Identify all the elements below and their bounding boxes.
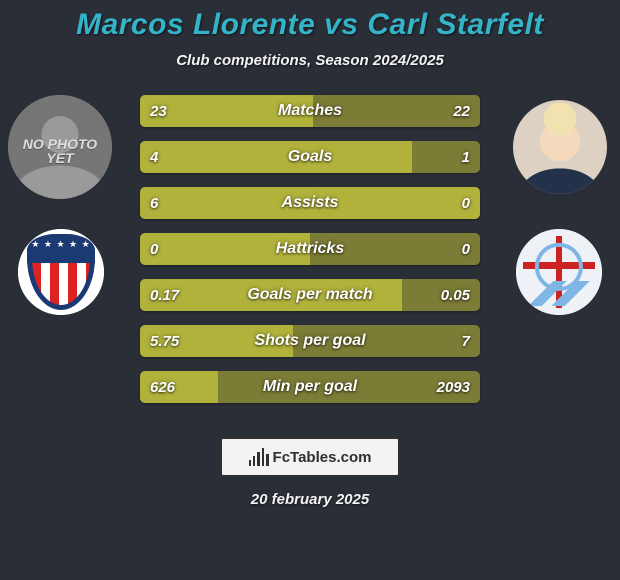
celta-crest (516, 229, 602, 315)
stat-row: 0.170.05Goals per match (140, 279, 480, 311)
no-photo-placeholder: NO PHOTO YET (8, 95, 112, 199)
brand-bar (257, 452, 259, 466)
stat-fill-right (402, 279, 480, 311)
brand-badge: FcTables.com (220, 437, 400, 477)
stat-fill-right (218, 371, 480, 403)
stat-row: 60Assists (140, 187, 480, 219)
no-photo-line1: NO PHOTO (23, 136, 97, 152)
brand-bars-icon (249, 448, 269, 466)
brand-bar (262, 448, 264, 466)
stat-fill-left (140, 187, 480, 219)
no-photo-line2: YET (46, 150, 73, 166)
club-left-badge: ★ ★ ★ ★ ★ ★ ★ (18, 229, 104, 315)
club-right-badge (516, 229, 602, 315)
content-area: NO PHOTO YET ★ ★ ★ ★ ★ ★ ★ 2322Matches 41… (0, 95, 620, 415)
no-photo-text: NO PHOTO YET (8, 137, 112, 166)
brand-text: FcTables.com (273, 449, 372, 466)
stat-fill-left (140, 233, 310, 265)
stat-fill-right (313, 95, 480, 127)
stat-row: 2322Matches (140, 95, 480, 127)
stat-fill-right (293, 325, 480, 357)
player-right-face (513, 100, 607, 194)
stat-row: 00Hattricks (140, 233, 480, 265)
brand-bar (266, 454, 268, 466)
atletico-crest: ★ ★ ★ ★ ★ ★ ★ (18, 229, 104, 315)
stat-fill-left (140, 279, 402, 311)
stat-fill-left (140, 141, 412, 173)
footer-date: 20 february 2025 (0, 491, 620, 508)
stat-row: 6262093Min per goal (140, 371, 480, 403)
stat-fill-right (412, 141, 480, 173)
stat-row: 41Goals (140, 141, 480, 173)
stat-fill-left (140, 325, 293, 357)
stat-fill-right (310, 233, 480, 265)
page-title: Marcos Llorente vs Carl Starfelt (0, 8, 620, 42)
stat-fill-left (140, 371, 218, 403)
stat-fill-left (140, 95, 313, 127)
player-right-avatar (513, 100, 607, 194)
player-left-avatar: NO PHOTO YET (8, 95, 112, 199)
celta-diag (526, 281, 591, 307)
subtitle: Club competitions, Season 2024/2025 (0, 52, 620, 69)
brand-bar (253, 456, 255, 466)
stat-row: 5.757Shots per goal (140, 325, 480, 357)
stats-column: 2322Matches 41Goals 60Assists 00Hattricks 0.… (140, 95, 480, 403)
atletico-stars: ★ ★ ★ ★ ★ ★ ★ (18, 239, 104, 250)
comparison-card: Marcos Llorente vs Carl Starfelt Club co… (0, 0, 620, 580)
brand-bar (249, 460, 251, 466)
